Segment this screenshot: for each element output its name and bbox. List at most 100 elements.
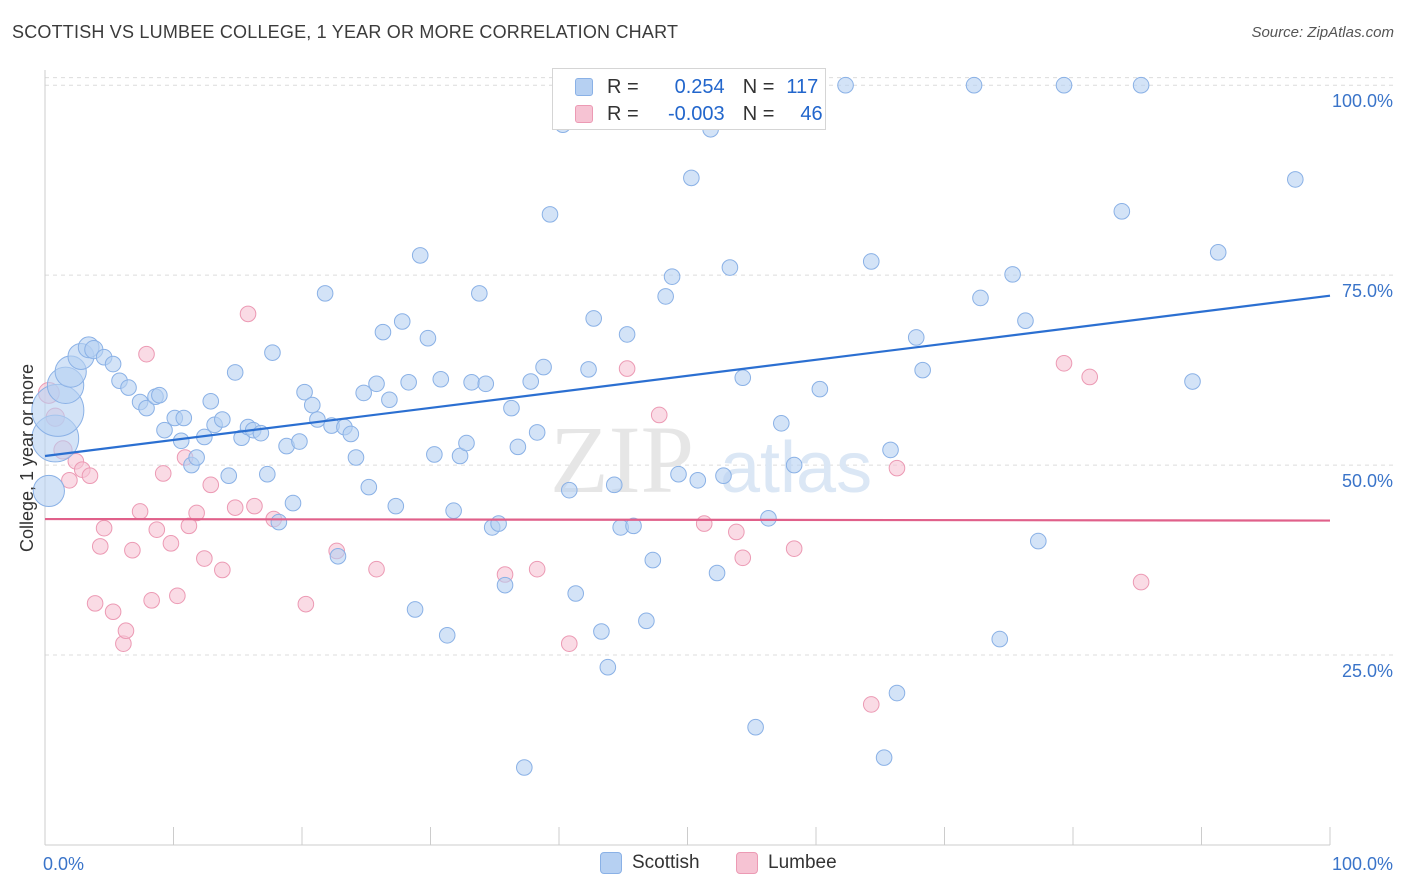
scottish-point <box>303 396 321 414</box>
scottish-legend-swatch <box>600 852 622 874</box>
lumbee-point <box>86 595 104 612</box>
y-tick-label: 25.0% <box>1342 661 1393 681</box>
lumbee-point <box>104 603 122 621</box>
scottish-point <box>708 564 726 582</box>
scottish-point <box>663 268 681 285</box>
scottish-point <box>593 623 610 640</box>
scottish-point <box>284 494 302 512</box>
legend-r-label: R = <box>607 75 639 98</box>
scottish-point <box>32 474 65 508</box>
trend-lines <box>44 294 1331 522</box>
legend-n-label: N = <box>742 102 775 125</box>
scottish-point <box>541 206 559 223</box>
scottish-point <box>522 373 540 390</box>
lumbee-point <box>368 560 385 578</box>
lumbee-point <box>239 305 257 323</box>
scottish-point <box>490 515 507 532</box>
scottish-point <box>270 513 288 531</box>
lumbee-point <box>888 459 906 477</box>
scottish-point <box>972 289 989 307</box>
scottish-point <box>393 313 411 330</box>
lumbee-point <box>196 550 213 567</box>
lumbee-point <box>650 406 668 424</box>
lumbee-point <box>154 465 172 482</box>
scottish-point <box>1113 203 1131 220</box>
scottish-point <box>381 391 398 409</box>
lumbee-point <box>695 515 713 532</box>
scottish-point <box>528 424 546 441</box>
scottish-point <box>104 355 122 373</box>
lumbee-point <box>202 476 220 494</box>
scottish-point <box>516 759 533 776</box>
legend-n-label: N = <box>742 75 775 98</box>
lumbee-point <box>785 540 803 557</box>
lumbee-legend-label: Lumbee <box>768 852 837 873</box>
scottish-point <box>882 441 899 459</box>
lumbee-legend-swatch <box>736 852 758 874</box>
scottish-point <box>445 502 462 519</box>
scottish-point <box>1030 532 1047 550</box>
legend-r-value: 0.254 <box>674 75 725 98</box>
lumbee-point <box>188 504 205 522</box>
scottish-point <box>496 576 514 594</box>
scottish-point <box>715 467 732 485</box>
lumbee-point <box>169 587 186 605</box>
scottish-point <box>773 415 790 432</box>
source-credit: Source: ZipAtlas.com <box>1251 24 1394 41</box>
y-tick-label: 75.0% <box>1342 281 1393 301</box>
scottish-point <box>120 379 137 396</box>
legend-r-value: -0.003 <box>667 102 725 125</box>
scottish-point <box>426 446 443 463</box>
bottom-legend-lumbee[interactable]: Lumbee <box>736 852 837 874</box>
scottish-point <box>734 369 752 387</box>
scottish-point <box>560 481 578 499</box>
scottish-point <box>837 76 854 94</box>
correlation-legend: R = 0.254 N = 117 R = -0.003 N = 46 <box>552 68 826 130</box>
scottish-point <box>419 329 437 347</box>
legend-n-value: 46 <box>800 102 823 125</box>
scottish-point <box>657 288 674 305</box>
scottish-point <box>400 373 417 391</box>
scottish-legend-label: Scottish <box>632 852 700 873</box>
watermark: ZIP atlas <box>550 406 872 513</box>
y-tick-label: 50.0% <box>1342 471 1393 491</box>
scottish-point <box>138 399 155 417</box>
scottish-point <box>618 326 636 343</box>
y-axis-label: College, 1 year or more <box>17 364 37 552</box>
scottish-point <box>747 718 764 736</box>
scottish-point <box>689 471 707 489</box>
x-tick-label-end: 100.0% <box>1332 854 1393 874</box>
lumbee-point <box>1081 368 1099 386</box>
scottish-point <box>535 358 552 376</box>
scottish-point <box>220 467 238 485</box>
scottish-point <box>156 421 173 439</box>
scottish-point <box>175 409 193 427</box>
scottish-point <box>1209 244 1227 261</box>
lumbee-point <box>81 467 99 485</box>
scottish-point <box>347 449 365 466</box>
bottom-legend-scottish[interactable]: Scottish <box>600 852 700 874</box>
scottish-point <box>368 375 385 393</box>
scottish-point <box>172 432 190 450</box>
scottish-point <box>670 465 687 483</box>
scottish-point <box>471 285 488 302</box>
scottish-point <box>888 684 906 702</box>
scottish-point <box>585 310 602 327</box>
scottish-point <box>991 630 1009 648</box>
lumbee-point <box>226 499 244 516</box>
scottish-point <box>264 344 281 361</box>
lumbee-trend-line <box>44 517 1331 522</box>
legend-row-lumbee: R = -0.003 N = 46 <box>553 100 823 128</box>
scottish-point <box>605 476 623 494</box>
scottish-point <box>907 329 925 346</box>
lumbee-point <box>560 635 578 652</box>
lumbee-point <box>61 471 78 489</box>
scottish-point <box>638 612 655 630</box>
scottish-trend-line <box>44 294 1331 458</box>
lumbee-point <box>862 696 880 713</box>
scottish-point <box>875 749 893 766</box>
chart-title: SCOTTISH VS LUMBEE COLLEGE, 1 YEAR OR MO… <box>12 22 679 42</box>
lumbee-point <box>618 360 636 377</box>
scottish-point <box>580 361 597 378</box>
